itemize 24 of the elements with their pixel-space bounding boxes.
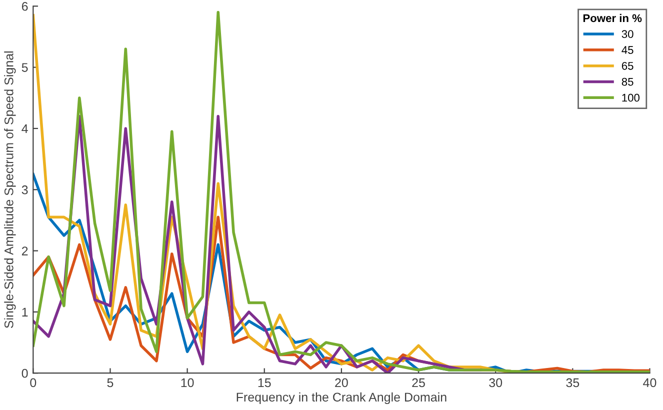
y-tick-label: 4 — [22, 124, 28, 133]
y-tick-label: 5 — [22, 63, 28, 72]
y-tick-label: 3 — [22, 185, 28, 194]
legend-label: 100 — [622, 94, 640, 102]
x-tick-label: 10 — [181, 378, 194, 388]
x-tick-label: 15 — [258, 378, 271, 388]
x-tick-label: 30 — [489, 378, 502, 388]
x-tick-label: 40 — [643, 378, 656, 388]
legend-label: 65 — [622, 62, 634, 70]
x-tick-label: 5 — [107, 378, 114, 388]
y-tick-label: 6 — [22, 2, 28, 11]
legend-label: 85 — [622, 78, 634, 86]
y-tick-label: 0 — [22, 368, 28, 378]
x-tick-label: 25 — [412, 378, 425, 388]
x-tick-label: 20 — [335, 378, 348, 388]
x-tick-label: 35 — [566, 378, 580, 388]
y-axis-title: Single-Sided Amplitude Spectrum of Speed Signal — [4, 51, 16, 328]
legend-label: 30 — [622, 30, 634, 38]
y-tick-label: 1 — [22, 308, 28, 316]
x-tick-label: 0 — [30, 378, 36, 388]
legend-label: 45 — [622, 46, 634, 54]
x-axis-title: Frequency in the Crank Angle Domain — [236, 392, 446, 404]
legend-title: Power in % — [583, 14, 642, 22]
y-tick-label: 2 — [22, 246, 28, 256]
